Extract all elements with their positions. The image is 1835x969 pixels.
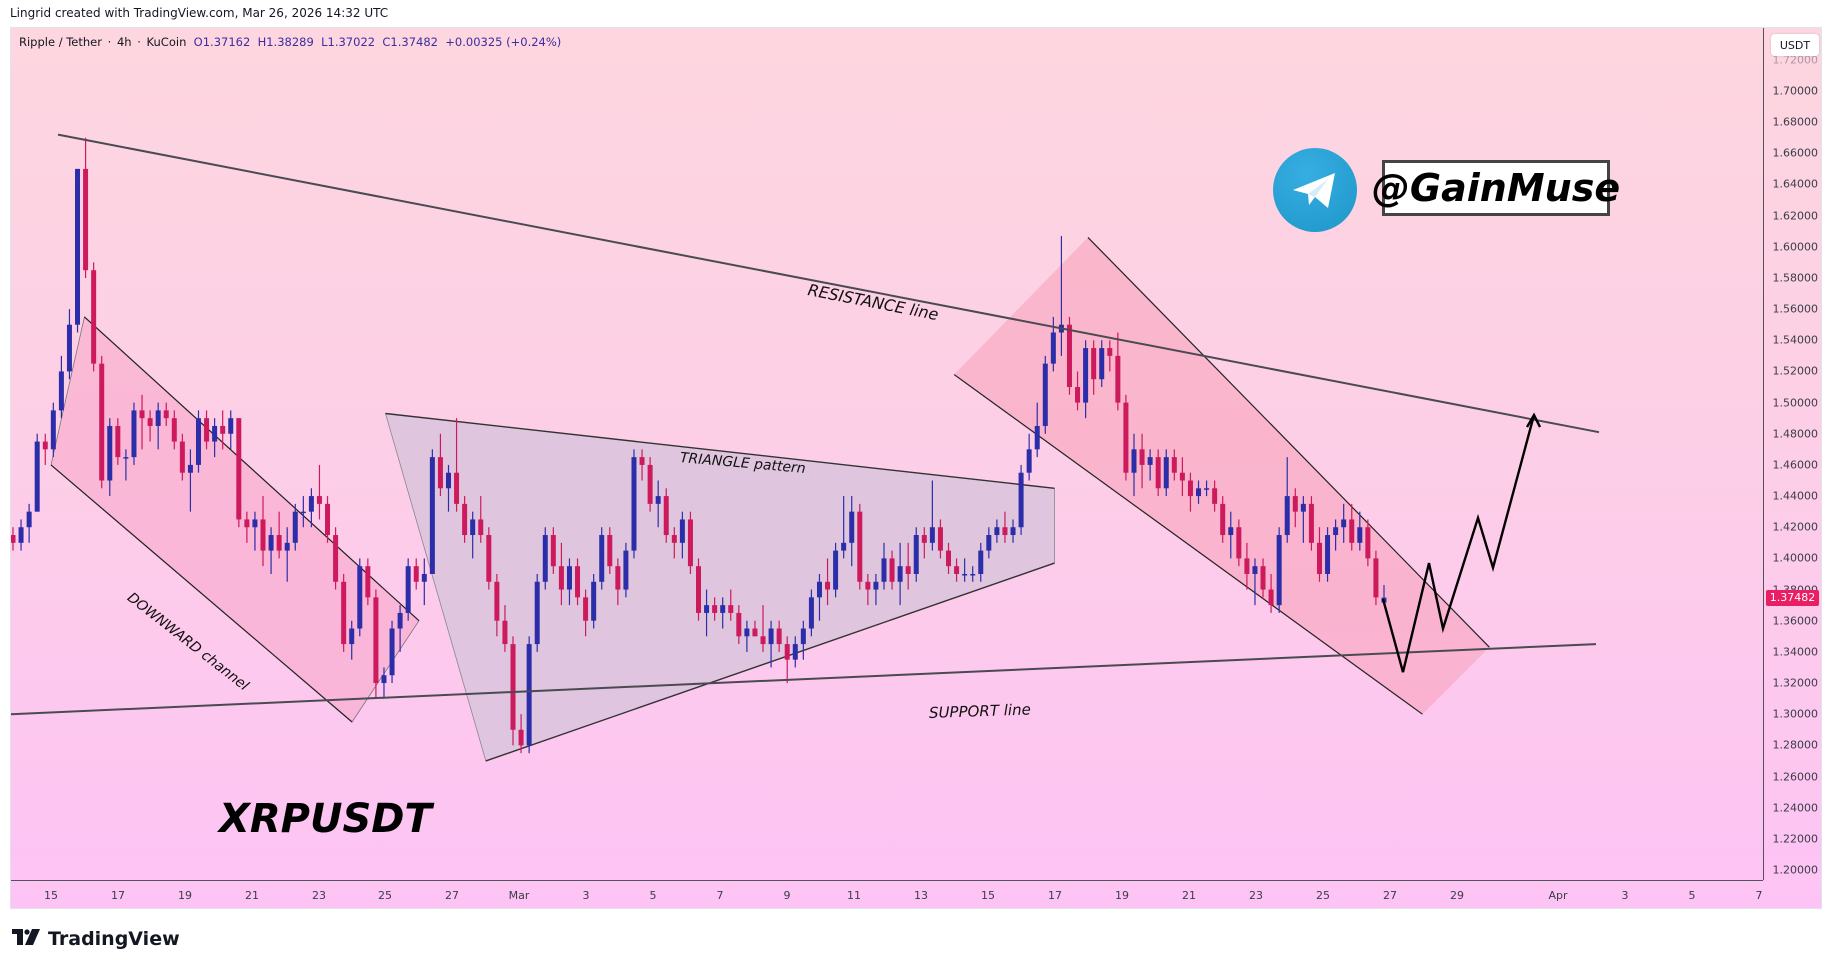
price-tick: 1.32000 xyxy=(1772,676,1819,690)
time-tick: 3 xyxy=(1621,889,1629,902)
time-tick: 27 xyxy=(1383,889,1397,902)
price-tick: 1.24000 xyxy=(1772,801,1819,815)
legend-open: O1.37162 xyxy=(193,35,251,49)
price-tick: 1.30000 xyxy=(1772,707,1819,721)
price-tick: 1.36000 xyxy=(1772,614,1819,628)
telegram-handle-label: @GainMuse xyxy=(1372,160,1620,216)
time-tick: 29 xyxy=(1450,889,1464,902)
price-tick: 1.20000 xyxy=(1772,863,1819,877)
chart-credit: Lingrid created with TradingView.com, Ma… xyxy=(10,6,389,20)
resistance-line xyxy=(57,133,1600,434)
time-tick: 23 xyxy=(312,889,326,902)
time-tick: 3 xyxy=(582,889,590,902)
symbol-legend: Ripple / Tether · 4h · KuCoin O1.37162 H… xyxy=(19,35,562,49)
time-tick: 13 xyxy=(914,889,928,902)
time-tick: 9 xyxy=(783,889,791,902)
time-tick: 15 xyxy=(44,889,58,902)
time-tick: 11 xyxy=(847,889,861,902)
arrow-head xyxy=(1525,412,1542,428)
time-tick: Mar xyxy=(508,889,530,902)
symbol-watermark: XRPUSDT xyxy=(219,796,432,842)
legend-symbol[interactable]: Ripple / Tether xyxy=(19,35,102,49)
price-tick: 1.52000 xyxy=(1772,364,1819,378)
price-chart-canvas[interactable] xyxy=(11,28,1763,880)
price-tick: 1.44000 xyxy=(1772,489,1819,503)
price-tick: 1.64000 xyxy=(1772,177,1819,191)
price-tick: 1.50000 xyxy=(1772,396,1819,410)
currency-button[interactable]: USDT xyxy=(1771,34,1819,56)
tradingview-logo[interactable]: TradingView xyxy=(12,928,180,950)
price-tick: 1.56000 xyxy=(1772,302,1819,316)
legend-high: H1.38289 xyxy=(257,35,314,49)
price-tick: 1.42000 xyxy=(1772,520,1819,534)
legend-change: +0.00325 (+0.24%) xyxy=(445,35,562,49)
price-axis[interactable]: 1.72000 1.70000 1.68000 1.66000 1.64000 1.620… xyxy=(1763,28,1821,880)
time-tick: 17 xyxy=(1048,889,1062,902)
price-tick: 1.60000 xyxy=(1772,240,1819,254)
price-tick: 1.66000 xyxy=(1772,146,1819,160)
time-tick: 25 xyxy=(378,889,392,902)
price-tick: 1.70000 xyxy=(1772,84,1819,98)
time-tick: Apr xyxy=(1548,889,1568,902)
price-tick: 1.54000 xyxy=(1772,333,1819,347)
telegram-icon[interactable] xyxy=(1273,148,1357,232)
legend-low: L1.37022 xyxy=(321,35,376,49)
time-tick: 25 xyxy=(1316,889,1330,902)
time-axis[interactable]: 15 17 19 21 23 25 27 Mar 3 5 7 9 11 13 15 17 19 21 23 25 27 2… xyxy=(11,880,1763,908)
time-tick: 23 xyxy=(1249,889,1263,902)
time-tick: 27 xyxy=(445,889,459,902)
time-tick: 19 xyxy=(178,889,192,902)
price-tick: 1.68000 xyxy=(1772,115,1819,129)
price-tick: 1.72000 xyxy=(1772,53,1819,67)
price-tick: 1.58000 xyxy=(1772,271,1819,285)
time-tick: 17 xyxy=(111,889,125,902)
price-tick: 1.46000 xyxy=(1772,458,1819,472)
projection-path xyxy=(1381,414,1536,673)
time-tick: 21 xyxy=(1182,889,1196,902)
last-price-label: 1.37482 xyxy=(1766,589,1819,606)
price-tick: 1.22000 xyxy=(1772,832,1819,846)
chart-frame[interactable]: Ripple / Tether · 4h · KuCoin O1.37162 H… xyxy=(10,27,1822,909)
tradingview-logo-text: TradingView xyxy=(48,928,180,950)
time-tick: 21 xyxy=(245,889,259,902)
price-tick: 1.62000 xyxy=(1772,209,1819,223)
legend-interval: 4h xyxy=(116,35,132,49)
price-tick: 1.28000 xyxy=(1772,738,1819,752)
price-tick: 1.48000 xyxy=(1772,427,1819,441)
time-tick: 19 xyxy=(1115,889,1129,902)
time-tick: 15 xyxy=(981,889,995,902)
support-label: SUPPORT line xyxy=(928,700,1032,722)
time-tick: 7 xyxy=(716,889,724,902)
time-tick: 7 xyxy=(1755,889,1763,902)
price-tick: 1.40000 xyxy=(1772,551,1819,565)
tradingview-logo-icon xyxy=(12,928,42,950)
support-line xyxy=(11,643,1597,716)
price-tick: 1.34000 xyxy=(1772,645,1819,659)
time-tick: 5 xyxy=(649,889,657,902)
legend-close: C1.37482 xyxy=(382,35,438,49)
time-tick: 5 xyxy=(1688,889,1696,902)
downward-channel-1 xyxy=(50,316,420,723)
price-tick: 1.26000 xyxy=(1772,770,1819,784)
legend-exchange: KuCoin xyxy=(146,35,187,49)
